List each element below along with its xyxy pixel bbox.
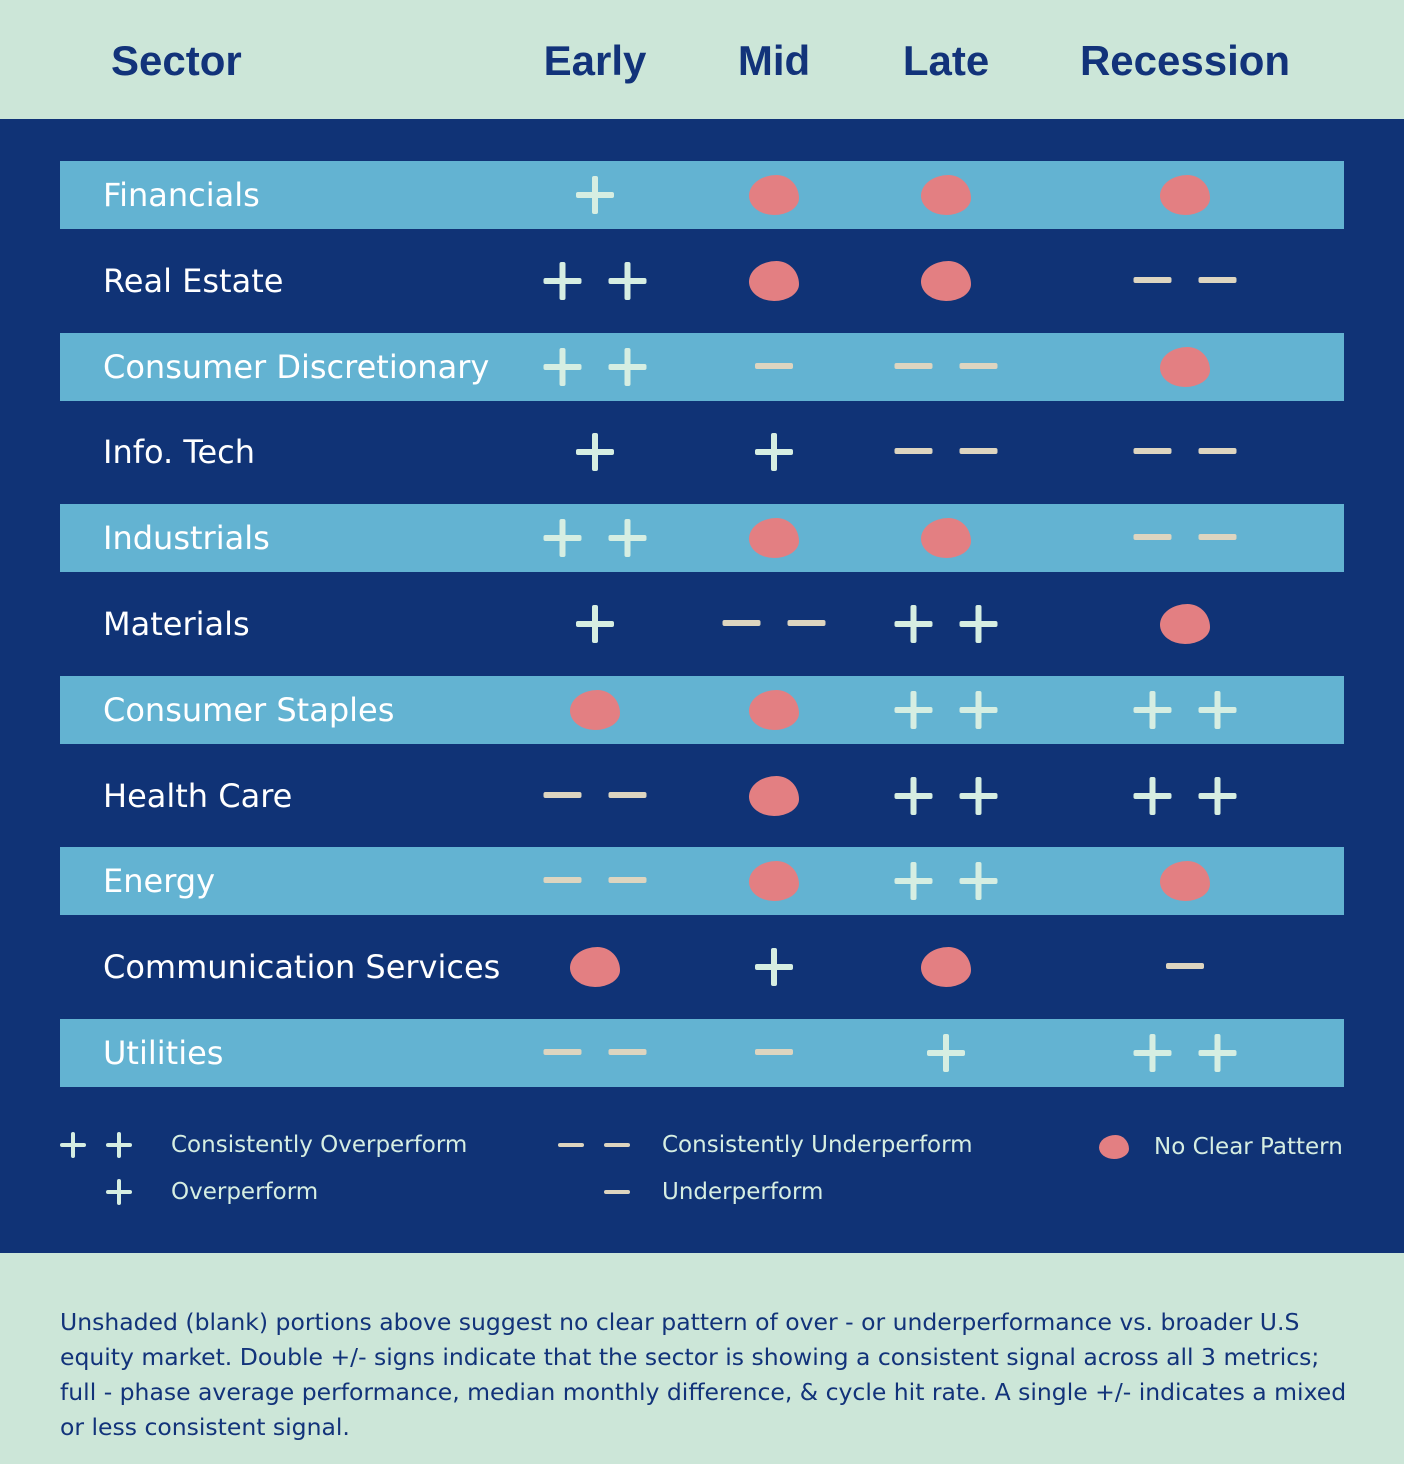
cell-late-double-plus-icon [894, 590, 998, 658]
table-row: Energy [60, 847, 1344, 916]
sector-label: Real Estate [103, 261, 284, 300]
cell-mid-no-pattern-dot-icon [749, 247, 799, 315]
cell-mid-no-pattern-dot-icon [749, 762, 799, 830]
cell-early-no-pattern-dot-icon [570, 676, 620, 744]
footnote: Unshaded (blank) portions above suggest … [60, 1308, 1347, 1441]
sector-label: Energy [103, 862, 216, 901]
cell-early-double-plus-icon [543, 247, 647, 315]
cell-early-no-pattern-dot-icon [570, 933, 620, 1001]
cell-recession-minus-icon [1166, 933, 1204, 1001]
cell-recession-no-pattern-dot-icon [1160, 590, 1210, 658]
legend-consistently-underperform: Consistently Underperform [558, 1130, 1038, 1160]
plus-icon [106, 1177, 132, 1207]
cell-recession-no-pattern-dot-icon [1160, 333, 1210, 401]
cell-recession-double-plus-icon [1133, 1019, 1237, 1087]
table-row: Consumer Staples [60, 675, 1344, 744]
no-pattern-dot-icon [1099, 1132, 1129, 1162]
sector-performance-table: Financials Real Estate Consumer Discretion… [0, 119, 1404, 1253]
sector-label: Financials [103, 176, 260, 214]
sector-label: Info. Tech [103, 433, 256, 472]
sector-label: Health Care [103, 776, 293, 815]
sector-label: Utilities [103, 1034, 224, 1072]
cell-recession-double-plus-icon [1133, 676, 1237, 744]
cell-late-plus-icon [927, 1019, 965, 1087]
column-header-recession: Recession [1079, 37, 1291, 84]
legend-label: Consistently Overperform [171, 1132, 468, 1158]
cell-late-no-pattern-dot-icon [921, 504, 971, 572]
table-header: Sector Early Mid Late Recession [0, 0, 1404, 119]
cell-recession-double-plus-icon [1133, 762, 1237, 830]
cell-early-double-minus-icon [543, 762, 647, 830]
minus-icon [604, 1177, 630, 1207]
cell-early-plus-icon [576, 418, 614, 486]
table-row: Info. Tech [60, 418, 1344, 486]
sector-label: Industrials [103, 519, 270, 558]
cell-recession-double-minus-icon [1133, 504, 1237, 572]
cell-mid-no-pattern-dot-icon [749, 676, 799, 744]
cell-late-double-plus-icon [894, 847, 998, 915]
cell-mid-no-pattern-dot-icon [749, 504, 799, 572]
legend-label: No Clear Pattern [1154, 1134, 1343, 1160]
cell-mid-plus-icon [755, 933, 793, 1001]
cell-early-plus-icon [576, 161, 614, 229]
legend-overperform: Overperform [60, 1177, 540, 1207]
legend-consistently-overperform: Consistently Overperform [60, 1130, 540, 1160]
sector-label: Communication Services [103, 948, 501, 987]
legend-label: Consistently Underperform [662, 1132, 973, 1158]
table-row: Health Care [60, 762, 1344, 830]
cell-early-double-plus-icon [543, 504, 647, 572]
cell-mid-minus-icon [755, 333, 793, 401]
table-row: Communication Services [60, 933, 1344, 1001]
cell-late-double-minus-icon [894, 333, 998, 401]
legend-label: Underperform [662, 1179, 824, 1205]
cell-mid-minus-icon [755, 1019, 793, 1087]
cell-mid-plus-icon [755, 418, 793, 486]
cell-late-double-minus-icon [894, 418, 998, 486]
cell-recession-no-pattern-dot-icon [1160, 161, 1210, 229]
sector-label: Materials [103, 605, 250, 643]
cell-late-double-plus-icon [894, 762, 998, 830]
table-row: Financials [60, 161, 1344, 229]
column-header-sector: Sector [111, 37, 242, 84]
column-header-early: Early [543, 37, 647, 84]
cell-mid-double-minus-icon [722, 590, 826, 658]
cell-recession-double-minus-icon [1133, 247, 1237, 315]
cell-early-double-minus-icon [543, 1019, 647, 1087]
legend-no-clear-pattern: No Clear Pattern [1099, 1132, 1349, 1162]
sector-label: Consumer Discretionary [103, 347, 490, 386]
cell-early-double-minus-icon [543, 847, 647, 915]
table-row: Consumer Discretionary [60, 332, 1344, 401]
cell-late-no-pattern-dot-icon [921, 933, 971, 1001]
cell-mid-no-pattern-dot-icon [749, 847, 799, 915]
cell-early-plus-icon [576, 590, 614, 658]
legend-label: Overperform [171, 1179, 319, 1205]
legend-underperform: Underperform [558, 1177, 1038, 1207]
cell-early-double-plus-icon [543, 333, 647, 401]
cell-recession-no-pattern-dot-icon [1160, 847, 1210, 915]
cell-late-no-pattern-dot-icon [921, 247, 971, 315]
cell-mid-no-pattern-dot-icon [749, 161, 799, 229]
column-header-late: Late [902, 37, 990, 84]
cell-recession-double-minus-icon [1133, 418, 1237, 486]
table-row: Real Estate [60, 247, 1344, 315]
table-row: Utilities [60, 1019, 1344, 1087]
sector-label: Consumer Staples [103, 690, 395, 729]
table-row: Industrials [60, 504, 1344, 573]
double-plus-icon [60, 1130, 132, 1160]
cell-late-double-plus-icon [894, 676, 998, 744]
column-header-mid: Mid [737, 37, 811, 84]
table-row: Materials [60, 590, 1344, 658]
double-minus-icon [558, 1130, 630, 1160]
cell-late-no-pattern-dot-icon [921, 161, 971, 229]
